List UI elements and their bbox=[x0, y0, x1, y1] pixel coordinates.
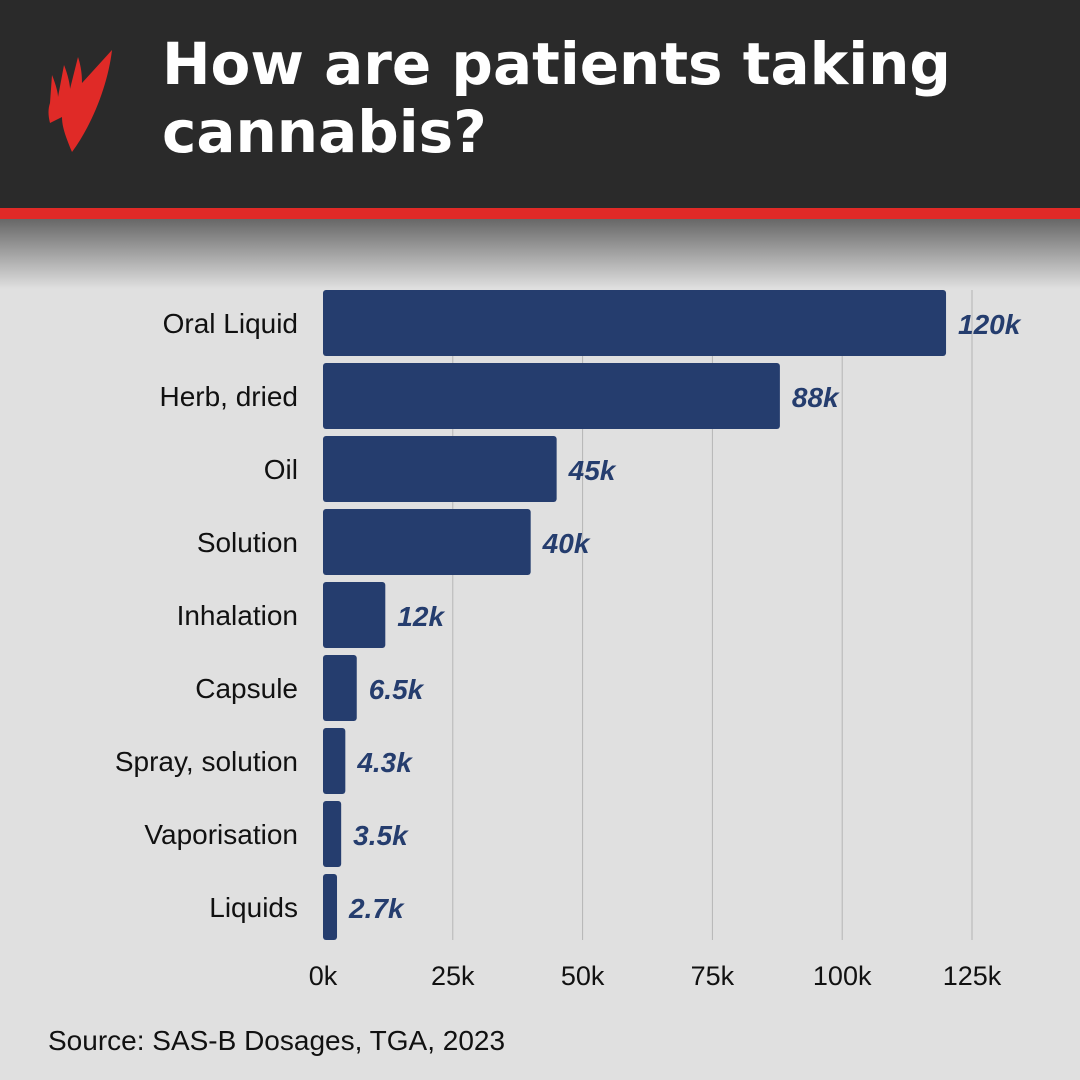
bar bbox=[323, 655, 357, 721]
category-label: Vaporisation bbox=[144, 819, 298, 850]
bar bbox=[323, 874, 338, 940]
data-label: 120k bbox=[958, 309, 1022, 340]
x-tick-label: 50k bbox=[561, 961, 605, 991]
x-tick-label: 100k bbox=[813, 961, 872, 991]
category-label: Solution bbox=[197, 527, 298, 558]
data-label: 4.3k bbox=[356, 747, 413, 778]
header-shadow bbox=[0, 219, 1080, 289]
category-label: Inhalation bbox=[177, 600, 298, 631]
data-label: 2.7k bbox=[348, 893, 405, 924]
data-label: 88k bbox=[792, 382, 840, 413]
bar bbox=[323, 436, 557, 502]
bar bbox=[323, 582, 386, 648]
category-label: Liquids bbox=[209, 892, 298, 923]
category-label: Oral Liquid bbox=[163, 308, 298, 339]
data-label: 12k bbox=[397, 601, 445, 632]
bar bbox=[323, 728, 346, 794]
category-label: Herb, dried bbox=[159, 381, 298, 412]
data-label: 6.5k bbox=[369, 674, 425, 705]
bar bbox=[323, 509, 531, 575]
page-title: How are patients taking cannabis? bbox=[162, 30, 951, 166]
x-tick-label: 0k bbox=[309, 961, 338, 991]
x-tick-label: 25k bbox=[431, 961, 475, 991]
header-bar bbox=[0, 0, 1080, 208]
bar bbox=[323, 801, 342, 867]
data-label: 3.5k bbox=[353, 820, 409, 851]
bar bbox=[323, 363, 780, 429]
x-tick-label: 75k bbox=[691, 961, 735, 991]
source-note: Source: SAS-B Dosages, TGA, 2023 bbox=[48, 1025, 506, 1056]
category-label: Spray, solution bbox=[115, 746, 298, 777]
x-tick-label: 125k bbox=[943, 961, 1002, 991]
data-label: 45k bbox=[568, 455, 617, 486]
accent-stripe bbox=[0, 208, 1080, 219]
data-label: 40k bbox=[542, 528, 591, 559]
category-label: Oil bbox=[264, 454, 298, 485]
category-label: Capsule bbox=[195, 673, 298, 704]
sbs-logo-icon bbox=[48, 50, 112, 152]
bar bbox=[323, 290, 947, 356]
